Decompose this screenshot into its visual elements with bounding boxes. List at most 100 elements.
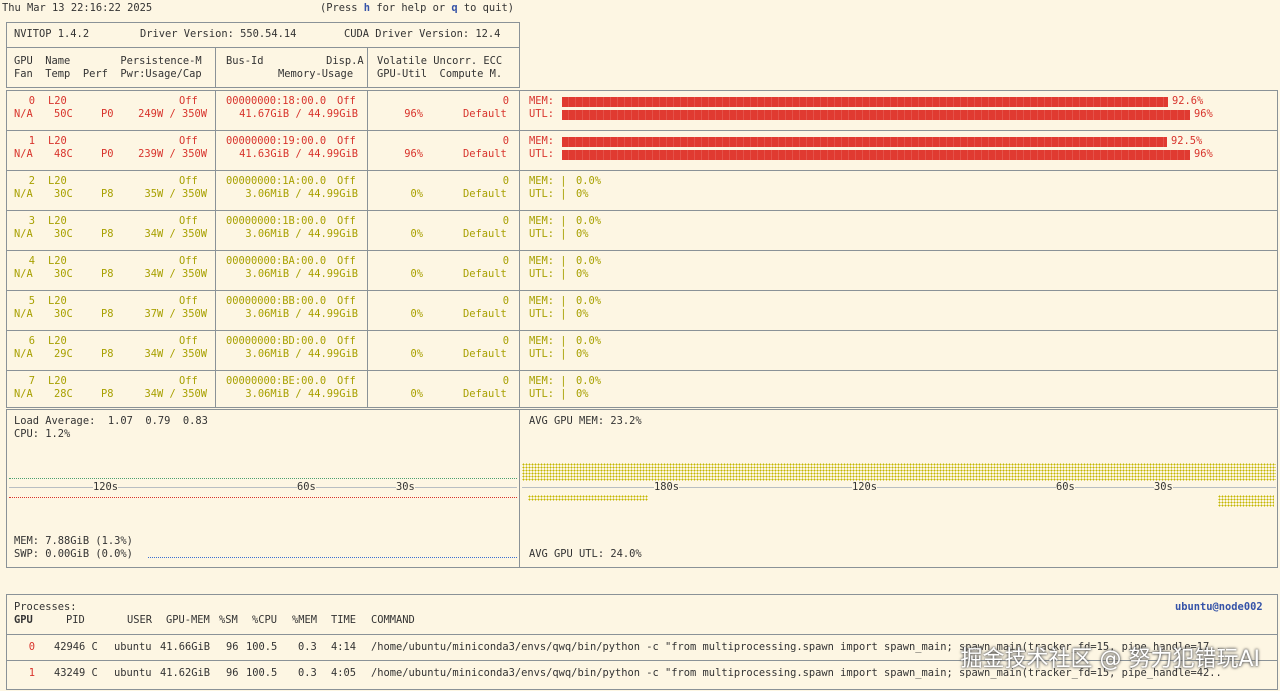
gpu-compute-mode: Default <box>463 148 507 160</box>
gpu-bus-id: 00000000:1B:00.0 <box>226 215 327 227</box>
proc-col-pid[interactable]: PID <box>66 614 85 626</box>
gpu-compute-mode: Default <box>463 108 507 120</box>
gpu-utl-percent: 0% <box>576 388 589 400</box>
col-header-util-l2: GPU-Util Compute M. <box>377 68 503 80</box>
proc-col-command[interactable]: COMMAND <box>371 614 415 626</box>
gpu-compute-mode: Default <box>463 388 507 400</box>
cpu-history-line <box>9 478 517 481</box>
gpu-bus-id: 00000000:BA:00.0 <box>226 255 327 267</box>
swp-history-line <box>148 557 517 560</box>
gpu-mem-percent: 0.0% <box>576 175 602 187</box>
gpu-display-active: Off <box>337 215 356 227</box>
proc-col-user[interactable]: USER <box>127 614 153 626</box>
gpu-gpu-id: 0 <box>28 95 35 107</box>
proc-col-sm[interactable]: %SM <box>219 614 238 626</box>
gpu-temperature: 30C <box>54 268 73 280</box>
right-tick-180s: 180s <box>654 481 680 494</box>
gpu-fan: N/A <box>14 308 33 320</box>
left-tick-120s: 120s <box>93 481 119 494</box>
cuda-version: CUDA Driver Version: 12.4 <box>344 28 501 40</box>
gpu-gpu-util: 0% <box>410 228 423 240</box>
gpu-gpu-util: 96% <box>404 108 423 120</box>
gpu-utl-label: UTL: <box>529 108 555 120</box>
help-hint: (Press h for help or q to quit) <box>320 2 514 15</box>
gpu-power: 34W / 350W <box>144 268 207 280</box>
gpu-power: 35W / 350W <box>144 188 207 200</box>
gpu-mem-percent: 0.0% <box>576 215 602 227</box>
quit-key[interactable]: q <box>451 2 458 14</box>
gpu-temperature: 30C <box>54 228 73 240</box>
process-gpu: 0 <box>28 641 35 653</box>
gpu-persistence: Off <box>179 215 198 227</box>
gpu-compute-mode: Default <box>463 268 507 280</box>
gpu-gpu-id: 7 <box>28 375 35 387</box>
mem-history-line <box>9 497 517 500</box>
gpu-fan: N/A <box>14 268 33 280</box>
load-average: Load Average: 1.07 0.79 0.83 <box>14 415 208 427</box>
gpu-mem-label: MEM: | <box>529 295 567 307</box>
proc-col-time[interactable]: TIME <box>331 614 357 626</box>
gpu-gpu-name: L20 <box>48 375 67 387</box>
help-key[interactable]: h <box>363 2 371 14</box>
host-col-sep <box>519 409 520 568</box>
gpu-utl-percent: 0% <box>576 228 589 240</box>
gpu-gpu-name: L20 <box>48 255 67 267</box>
gpu-mem-label: MEM: | <box>529 175 567 187</box>
host-panel <box>6 409 1278 568</box>
cpu-usage: CPU: 1.2% <box>14 428 71 440</box>
gpu-display-active: Off <box>337 175 356 187</box>
process-pid: 42946 C <box>54 641 98 653</box>
proc-col-mem[interactable]: %MEM <box>292 614 318 626</box>
gpu-temperature: 28C <box>54 388 73 400</box>
gpu-gpu-util: 96% <box>404 148 423 160</box>
gpu-memory-usage: 41.63GiB / 44.99GiB <box>239 148 358 160</box>
gpu-mem-percent: 0.0% <box>576 255 602 267</box>
gpu-perf-state: P8 <box>101 388 114 400</box>
gpu-gpu-util: 0% <box>410 188 423 200</box>
gpu-gpu-name: L20 <box>48 215 67 227</box>
gpu-col-sep-2 <box>367 90 368 408</box>
col-header-gpu-l1: GPU Name Persistence-M <box>14 55 202 67</box>
gpu-display-active: Off <box>337 375 356 387</box>
gpu-fan: N/A <box>14 228 33 240</box>
gpu-perf-state: P8 <box>101 228 114 240</box>
gpu-temperature: 50C <box>54 108 73 120</box>
gpu-mem-bar <box>562 137 1167 147</box>
gpu-persistence: Off <box>179 255 198 267</box>
gpu-fan: N/A <box>14 108 33 120</box>
gpu-row-divider <box>6 210 1278 211</box>
proc-col-gpu[interactable]: GPU <box>14 614 33 626</box>
process-user: ubuntu <box>114 641 152 653</box>
gpu-ecc-errors: 0 <box>502 175 509 187</box>
gpu-gpu-id: 1 <box>28 135 35 147</box>
gpu-gpu-util: 0% <box>410 348 423 360</box>
gpu-gpu-name: L20 <box>48 95 67 107</box>
gpu-utl-percent: 0% <box>576 308 589 320</box>
help-suffix: to quit) <box>457 2 514 14</box>
gpu-utl-percent: 0% <box>576 348 589 360</box>
gpu-gpu-util: 0% <box>410 268 423 280</box>
gpu-power: 34W / 350W <box>144 228 207 240</box>
proc-header-divider <box>6 634 1278 635</box>
proc-col-gpumem[interactable]: GPU-MEM <box>166 614 210 626</box>
gpu-perf-state: P0 <box>101 108 114 120</box>
col-header-bus-l1: Bus-Id Disp.A <box>226 55 364 67</box>
gpu-utl-label: UTL: | <box>529 308 567 320</box>
gpu-mem-label: MEM: | <box>529 335 567 347</box>
gpu-persistence: Off <box>179 175 198 187</box>
header-col-sep-2 <box>367 47 368 88</box>
proc-row-divider <box>6 660 1278 661</box>
gpu-gpu-name: L20 <box>48 175 67 187</box>
mem-usage: MEM: 7.88GiB (1.3%) <box>14 535 133 547</box>
user-host: ubuntu@node002 <box>1175 601 1263 613</box>
gpu-mem-label: MEM: | <box>529 375 567 387</box>
avg-gpu-mem: AVG GPU MEM: 23.2% <box>529 415 642 427</box>
gpu-memory-usage: 41.67GiB / 44.99GiB <box>239 108 358 120</box>
gpu-utl-label: UTL: | <box>529 268 567 280</box>
gpu-temperature: 30C <box>54 188 73 200</box>
proc-col-cpu[interactable]: %CPU <box>252 614 278 626</box>
col-header-util-l1: Volatile Uncorr. ECC <box>377 55 503 67</box>
gpu-perf-state: P8 <box>101 348 114 360</box>
gpu-persistence: Off <box>179 295 198 307</box>
gpu-mem-percent: 92.5% <box>1171 135 1203 147</box>
